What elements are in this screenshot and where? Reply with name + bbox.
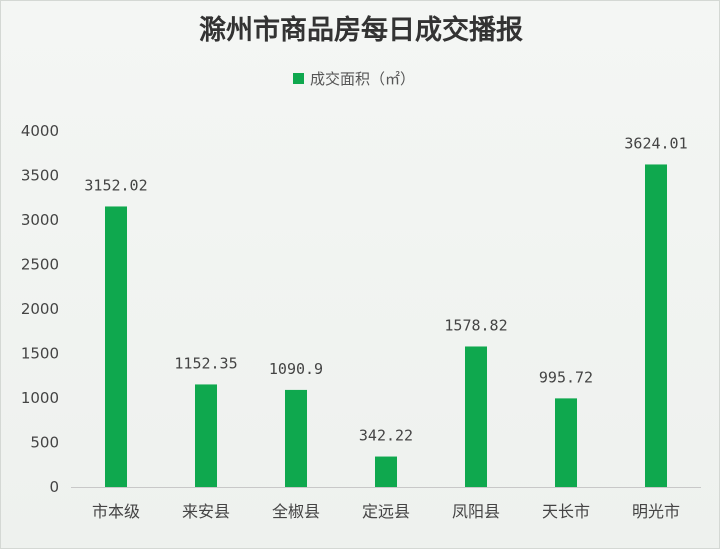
data-labels: 3152.02 1152.35 1090.9 342.22 1578.82 995.72 3… (84, 134, 687, 444)
y-tick-label: 1000 (21, 389, 59, 407)
legend: 成交面积（㎡） (293, 70, 415, 88)
data-label: 342.22 (359, 427, 413, 445)
y-tick-label: 4000 (21, 122, 59, 140)
x-tick-label: 定远县 (362, 502, 410, 521)
x-tick-label: 全椒县 (272, 502, 320, 521)
y-tick-label: 1500 (21, 345, 59, 363)
bars (105, 164, 667, 487)
data-label: 995.72 (539, 368, 593, 386)
x-tick-label: 天长市 (542, 502, 590, 521)
x-tick-label: 市本级 (92, 502, 140, 521)
y-tick-label: 2500 (21, 256, 59, 274)
bar (645, 164, 667, 487)
y-tick-label: 0 (49, 478, 59, 496)
data-label: 1578.82 (444, 316, 507, 334)
legend-label: 成交面积（㎡） (310, 70, 415, 88)
y-tick-label: 2000 (21, 300, 59, 318)
data-label: 1090.9 (269, 360, 323, 378)
data-label: 3152.02 (84, 176, 147, 194)
bar (555, 398, 577, 487)
chart-title: 滁州市商品房每日成交播报 (199, 14, 523, 46)
x-tick-label: 凤阳县 (452, 502, 500, 521)
y-tick-label: 3000 (21, 211, 59, 229)
bar (465, 346, 487, 487)
x-tick-label: 来安县 (182, 502, 230, 521)
y-tick-label: 500 (30, 434, 59, 452)
bar (285, 389, 307, 487)
y-tick-label: 3500 (21, 167, 59, 185)
bar (195, 384, 217, 487)
data-label: 3624.01 (624, 134, 687, 152)
x-tick-label: 明光市 (632, 502, 680, 521)
legend-swatch (293, 73, 304, 84)
bar (375, 456, 397, 487)
y-axis-ticks: 0 500 1000 1500 2000 2500 3000 3500 4000 (21, 122, 59, 496)
x-axis-ticks: 市本级 来安县 全椒县 定远县 凤阳县 天长市 明光市 (92, 502, 680, 521)
data-label: 1152.35 (174, 354, 237, 372)
bar (105, 206, 127, 487)
